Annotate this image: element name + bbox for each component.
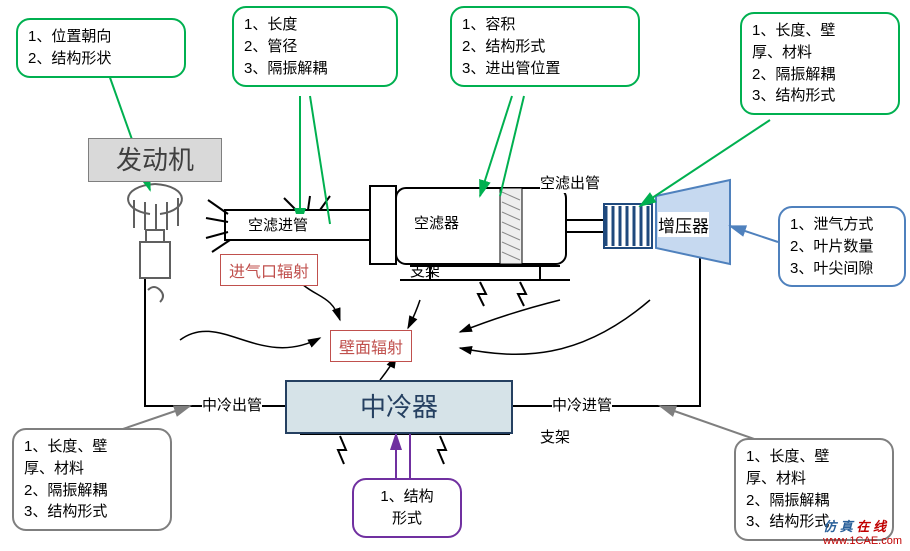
co-line: 2、结构形状	[28, 48, 174, 70]
callout-filter: 1、容积 2、结构形式 3、进出管位置	[450, 6, 640, 87]
engine-box: 发动机	[88, 138, 222, 182]
co-line: 1、泄气方式	[790, 214, 894, 236]
bracket-label-top: 支架	[410, 260, 440, 281]
co-line: 3、结构形式	[24, 501, 160, 523]
co-line: 2、叶片数量	[790, 236, 894, 258]
watermark-a: 仿 真	[823, 519, 853, 534]
co-line: 2、隔振解耦	[24, 480, 160, 502]
callout-turbo: 1、泄气方式 2、叶片数量 3、叶尖间隙	[778, 206, 906, 287]
filter-in-pipe-label: 空滤进管	[248, 214, 308, 235]
co-line: 1、长度、壁	[746, 446, 882, 468]
callout-pipe-in: 1、长度 2、管径 3、隔振解耦	[232, 6, 398, 87]
co-line: 1、长度、壁	[24, 436, 160, 458]
co-line: 1、结构	[364, 486, 450, 508]
intercooler-box: 中冷器	[285, 380, 513, 434]
callout-intercooler: 1、结构 形式	[352, 478, 462, 538]
callout-pipe-out-top: 1、长度、壁 厚、材料 2、隔振解耦 3、结构形式	[740, 12, 900, 115]
co-line: 厚、材料	[746, 468, 882, 490]
co-line: 厚、材料	[752, 42, 888, 64]
callout-pos-orientation: 1、位置朝向 2、结构形状	[16, 18, 186, 78]
co-line: 3、进出管位置	[462, 58, 628, 80]
co-line: 形式	[364, 508, 450, 530]
filter-label: 空滤器	[414, 212, 459, 233]
co-line: 1、容积	[462, 14, 628, 36]
co-line: 2、管径	[244, 36, 386, 58]
co-line: 3、结构形式	[752, 85, 888, 107]
co-line: 2、隔振解耦	[752, 64, 888, 86]
bracket-label-bottom: 支架	[540, 426, 570, 447]
co-line: 厚、材料	[24, 458, 160, 480]
co-line: 3、叶尖间隙	[790, 258, 894, 280]
intake-radiation-box: 进气口辐射	[220, 254, 318, 286]
watermark: 仿 真 在 线 www.1CAE.com	[823, 516, 902, 547]
co-line: 1、位置朝向	[28, 26, 174, 48]
callout-pipe-bl: 1、长度、壁 厚、材料 2、隔振解耦 3、结构形式	[12, 428, 172, 531]
co-line: 2、结构形式	[462, 36, 628, 58]
wall-radiation-box: 壁面辐射	[330, 330, 412, 362]
co-line: 1、长度、壁	[752, 20, 888, 42]
filter-out-pipe-label: 空滤出管	[540, 172, 600, 193]
co-line: 1、长度	[244, 14, 386, 36]
turbo-label: 增压器	[658, 212, 709, 237]
co-line: 2、隔振解耦	[746, 490, 882, 512]
watermark-url: www.1CAE.com	[823, 535, 902, 547]
co-line: 3、隔振解耦	[244, 58, 386, 80]
cooler-out-pipe-label: 中冷出管	[202, 394, 262, 415]
cooler-in-pipe-label: 中冷进管	[552, 394, 612, 415]
watermark-b: 在 线	[856, 519, 886, 534]
